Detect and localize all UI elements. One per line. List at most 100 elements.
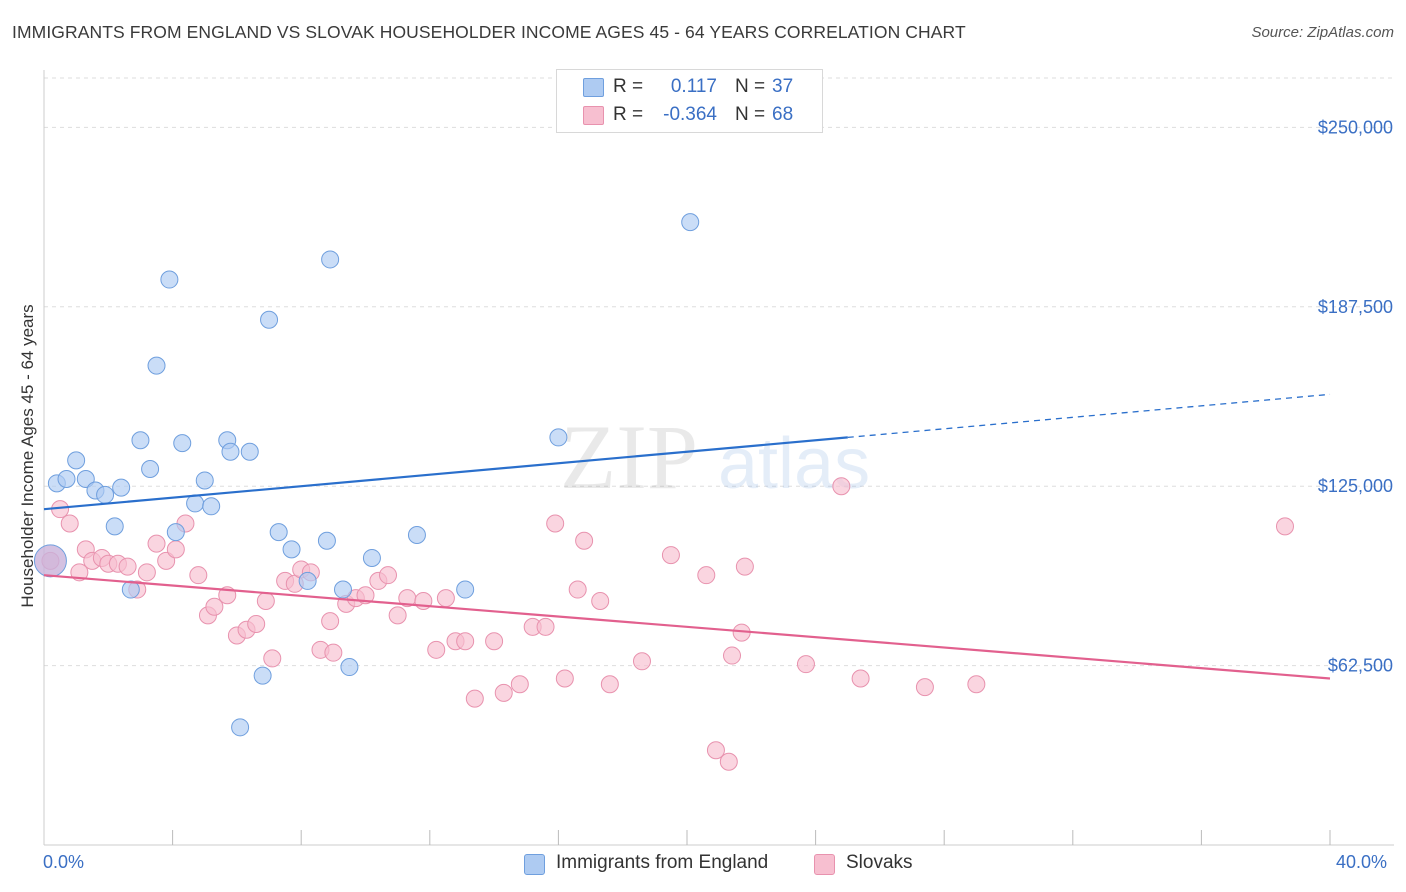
y-tick-labels: $62,500 $125,000 $187,500 $250,000: [1318, 117, 1393, 675]
slovak-point: [205, 597, 224, 616]
england-point: [321, 250, 340, 269]
legend-r-label: R =: [613, 76, 644, 97]
slovak-point: [118, 557, 137, 576]
legend-n-value: 37: [772, 76, 794, 97]
chart-title: IMMIGRANTS FROM ENGLAND VS SLOVAK HOUSEH…: [12, 22, 966, 42]
england-point: [253, 666, 272, 685]
gridlines: [44, 77, 1394, 667]
slovak-trend-line: [43, 574, 1331, 680]
legend-n-label: N =: [735, 76, 766, 97]
slovak-point: [546, 514, 565, 533]
slovak-point: [456, 632, 475, 651]
england-trend-line: [43, 436, 848, 511]
slovak-point: [379, 566, 398, 585]
slovak-point: [851, 669, 870, 688]
slovak-point: [485, 632, 504, 651]
y-tick-label: $62,500: [1328, 656, 1393, 676]
england-point: [105, 517, 124, 536]
slovak-point: [147, 534, 166, 553]
slovak-point: [321, 612, 340, 631]
x-axis-max-label: 40.0%: [1336, 852, 1388, 872]
england-point: [221, 442, 240, 461]
slovak-point: [719, 752, 738, 771]
slovak-point: [247, 614, 266, 633]
slovak-point: [915, 678, 934, 697]
england-point: [121, 580, 140, 599]
correlation-legend: R = 0.117 N = 37 R = -0.364 N = 68: [556, 69, 823, 133]
slovak-point: [706, 741, 725, 760]
slovak-points: [41, 477, 1294, 771]
bottom-legend-label-slovaks: Slovaks: [846, 852, 913, 873]
england-point: [456, 580, 475, 599]
slovak-point: [723, 646, 742, 665]
source-label: Source: ZipAtlas.com: [1251, 24, 1394, 41]
england-point: [186, 494, 205, 513]
legend-r-label: R =: [613, 104, 644, 125]
slovak-point: [60, 514, 79, 533]
england-trend-extension: [847, 393, 1331, 439]
england-point: [202, 497, 221, 516]
slovak-point: [356, 586, 375, 605]
slovak-point: [661, 546, 680, 565]
slovak-point: [600, 675, 619, 694]
slovak-point: [832, 477, 851, 496]
slovak-point: [388, 606, 407, 625]
slovak-point: [510, 675, 529, 694]
england-point: [173, 434, 192, 453]
slovak-point: [436, 589, 455, 608]
england-point: [131, 431, 150, 450]
slovak-point: [735, 557, 754, 576]
slovak-point: [189, 566, 208, 585]
england-point: [112, 478, 131, 497]
england-point: [240, 442, 259, 461]
slovak-point: [263, 649, 282, 668]
slovak-point: [536, 617, 555, 636]
england-point: [67, 451, 86, 470]
legend-row-england: R = 0.117 N = 37: [557, 73, 822, 101]
england-point: [96, 485, 115, 504]
y-tick-label: $187,500: [1318, 297, 1393, 317]
england-point: [549, 428, 568, 447]
england-point: [231, 718, 250, 737]
legend-r-value: 0.117: [670, 76, 717, 97]
slovak-point: [555, 669, 574, 688]
england-point: [282, 540, 301, 559]
england-point: [340, 658, 359, 677]
slovak-point: [1275, 517, 1294, 536]
bottom-legend-swatch-slovaks: [814, 854, 835, 875]
legend-n-label: N =: [735, 104, 766, 125]
england-point: [407, 526, 426, 544]
legend-r-value: -0.364: [663, 104, 717, 125]
legend-swatch-england: [583, 78, 604, 97]
legend-n-value: 68: [772, 104, 794, 125]
legend-swatch-slovaks: [583, 106, 604, 125]
slovak-point: [465, 689, 484, 708]
england-point: [298, 571, 317, 590]
england-point: [76, 470, 95, 489]
slovak-point: [591, 592, 610, 611]
slovak-point: [427, 640, 446, 659]
england-point: [33, 544, 67, 578]
england-point: [141, 459, 160, 478]
legend-row-slovaks: R = -0.364 N = 68: [557, 101, 822, 129]
axes: [43, 70, 1394, 846]
slovak-point: [967, 675, 986, 694]
england-point: [362, 548, 381, 567]
england-point: [317, 531, 336, 550]
england-point: [333, 580, 352, 599]
slovak-point: [137, 563, 156, 582]
slovak-point: [568, 580, 587, 599]
watermark: ZIP atlas: [560, 406, 870, 508]
slovak-point: [166, 540, 185, 559]
england-points: [33, 213, 700, 737]
england-point: [160, 270, 179, 289]
slovak-point: [70, 563, 89, 582]
y-tick-label: $250,000: [1318, 117, 1393, 137]
slovak-point: [697, 566, 716, 585]
trend-lines: [43, 393, 1331, 680]
england-point: [260, 310, 279, 329]
x-axis-min-label: 0.0%: [43, 852, 85, 872]
slovak-point: [796, 655, 815, 674]
slovak-point: [157, 551, 176, 570]
y-tick-label: $125,000: [1318, 476, 1393, 496]
